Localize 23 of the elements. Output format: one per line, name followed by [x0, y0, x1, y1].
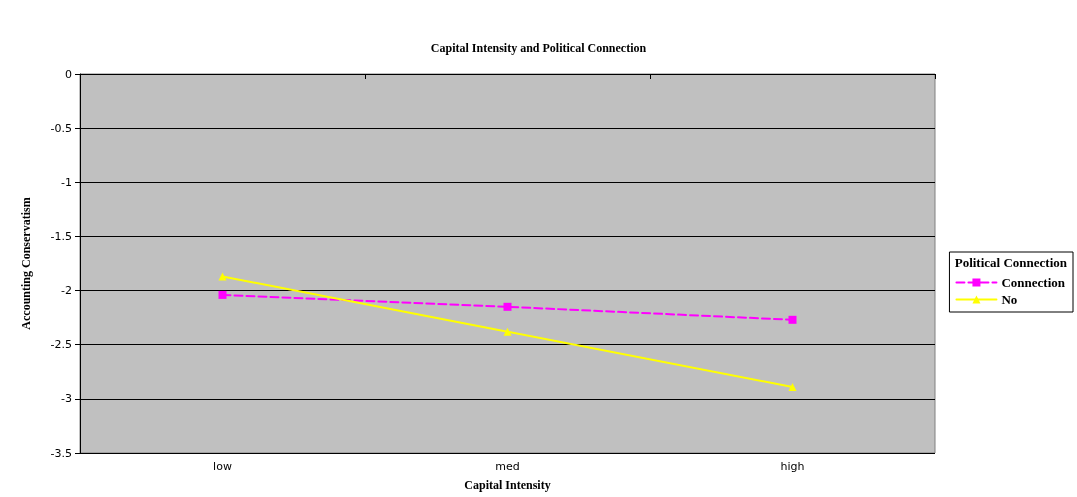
legend-title: Political Connection — [954, 255, 1068, 270]
y-tick-label: -2 — [61, 284, 72, 298]
legend-label: No — [1001, 292, 1018, 307]
point — [788, 315, 797, 324]
point — [503, 327, 512, 336]
chart-title: Capital Intensity and Political Connection — [430, 41, 647, 55]
x-tick-label: low — [213, 460, 232, 473]
y-tick-label: 0 — [65, 67, 72, 81]
y-tick-label: -3 — [61, 392, 72, 406]
y-tick-label: -2.5 — [50, 338, 72, 352]
y-axis-title: Accounting Conservatism — [19, 197, 33, 330]
y-tick-label: -3.5 — [50, 446, 72, 460]
y-tick-label: -0.5 — [50, 121, 72, 135]
x-tick-label: high — [780, 460, 805, 473]
legend-label: Connection — [1001, 275, 1066, 290]
point — [788, 382, 797, 391]
point — [218, 272, 227, 281]
x-tick-label: med — [495, 460, 520, 473]
point — [503, 302, 512, 311]
x-axis-title: Capital Intensity — [464, 478, 551, 492]
point — [218, 290, 227, 299]
y-tick-label: -1.5 — [50, 229, 72, 243]
y-tick-label: -1 — [61, 175, 72, 189]
